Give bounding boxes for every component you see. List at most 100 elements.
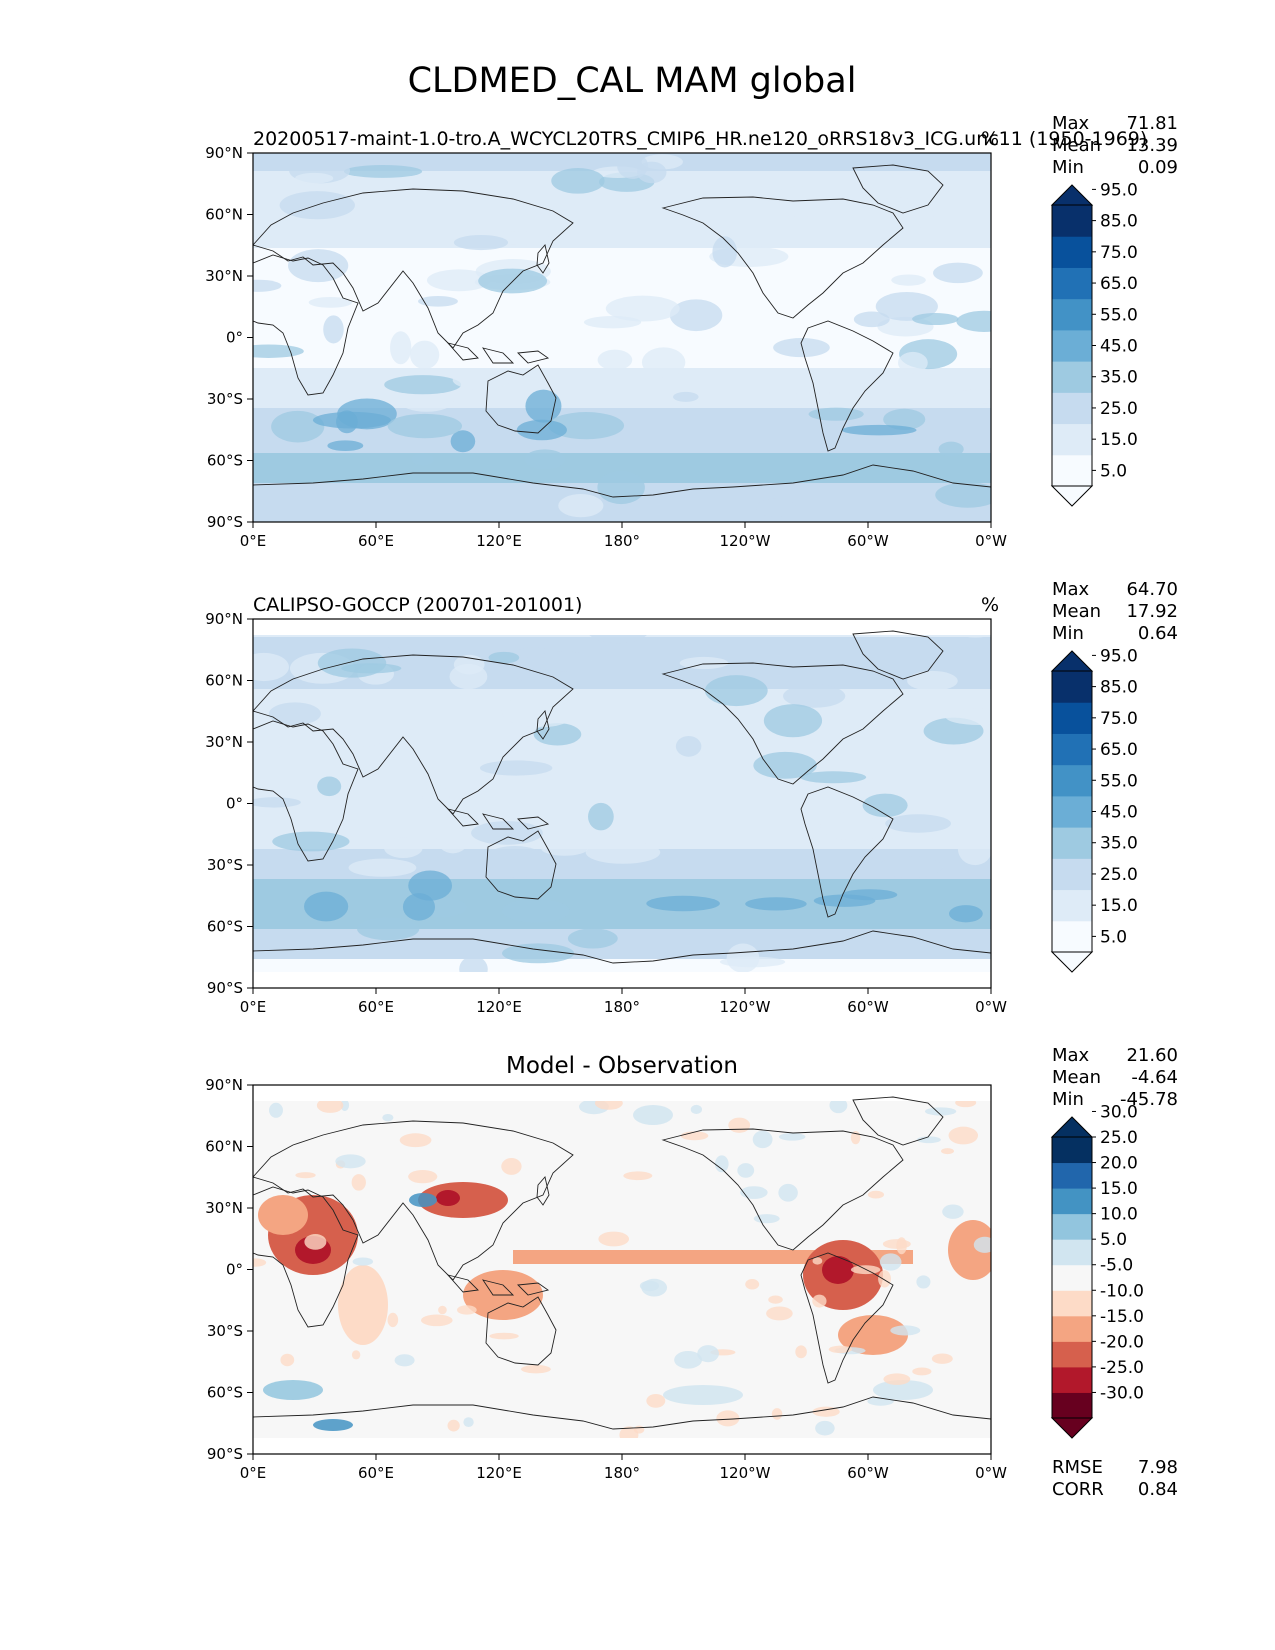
field-patch [357,917,420,941]
colorbar-segment [1052,1341,1092,1368]
colorbar-segment [1052,671,1092,703]
field-patch [812,1406,840,1417]
colorbar-label: 5.0 [1100,1230,1127,1250]
stat-label: Max [1052,579,1090,600]
lat-tick-label: 30°S [207,1322,243,1340]
field-patch [862,197,934,232]
field-patch [812,1257,823,1265]
field-patch [841,424,917,436]
field-patch [948,1220,991,1280]
stat-value: 0.09 [1138,157,1178,178]
field-patch [382,1113,394,1122]
field-patch [953,389,991,404]
field-patch [452,370,511,390]
field-patch [253,652,289,682]
colorbar-label: -5.0 [1100,1256,1133,1276]
field-patch [463,1417,474,1428]
field-band [253,248,991,273]
field-patch [387,413,463,439]
field-patch [316,1097,344,1113]
field-patch [883,1373,911,1385]
colorbar-segment [1052,205,1092,237]
field-patch [633,1425,645,1434]
field-patch [885,814,952,833]
field-patch [268,702,321,726]
colorbar-label: 45.0 [1100,803,1138,823]
colorbar-label: 25.0 [1100,399,1138,419]
colorbar-segment [1052,1315,1092,1342]
lon-tick-label: 0°E [240,998,267,1016]
field-patch [489,1332,519,1340]
lon-tick-label: 180° [604,998,640,1016]
colorbar-label: 5.0 [1100,927,1127,947]
field-patch [672,391,699,402]
lat-tick-label: 0° [226,795,243,813]
field-patch [878,1270,891,1288]
lat-tick-label: 0° [226,1261,243,1279]
stat-label: Min [1052,1089,1084,1110]
field-patch [690,1104,703,1115]
field-patch [410,340,440,370]
panel-center-title: Model - Observation [506,1053,738,1079]
stat-value: 13.39 [1126,135,1178,156]
field-patch [873,1380,933,1400]
colorbar-segment [1052,1264,1092,1291]
field-patch [583,316,642,329]
field-patch [551,168,605,194]
field-patch [680,1131,709,1141]
field-patch [674,1351,703,1369]
colorbar-segment [1052,733,1092,766]
colorbar-segment [1052,920,1092,953]
colorbar-segment [1052,392,1092,425]
field-patch [883,408,926,430]
field-patch [812,1294,827,1308]
field-patch [882,1239,911,1249]
field-patch [813,894,876,907]
colorbar-label: -25.0 [1100,1358,1144,1378]
field-patch [783,684,846,708]
field-patch [753,751,817,779]
field-patch [438,1305,447,1315]
colorbar-segment [1052,1188,1092,1215]
stat-value: 64.70 [1126,579,1178,600]
field-patch [352,1257,374,1266]
field-patch [502,943,575,964]
field-patch [541,841,588,856]
colorbar-segment [1052,889,1092,922]
colorbar-label: 95.0 [1100,180,1138,200]
field-patch [838,1315,908,1355]
lon-tick-label: 0°E [240,532,267,550]
colorbar-label: -10.0 [1100,1281,1144,1301]
field-patch [351,1174,366,1191]
missing-data [253,1438,991,1454]
colorbar-obs: 5.0 15.0 25.0 35.0 45.0 55.0 65.0 75.0 85.0 95.0 [1050,646,1138,973]
field-patch [384,375,462,395]
lon-tick-label: 60°E [358,1464,394,1482]
field-patch [501,1158,522,1175]
field-patch [623,1171,653,1181]
colorbar-label: 15.0 [1100,430,1138,450]
lon-tick-label: 0°E [240,1464,267,1482]
lat-tick-label: 90°S [207,513,243,531]
colorbar-segment [1052,1290,1092,1317]
field-patch [258,1195,308,1235]
field-patch [675,735,702,757]
field-patch [973,1236,991,1253]
colorbar-label: 30.0 [1100,1102,1138,1122]
field-patch [768,186,835,217]
field-patch [288,249,349,283]
field-patch [745,897,807,911]
stat-value: 0.64 [1138,623,1178,644]
metric-value: 0.84 [1138,1479,1178,1500]
stat-label: Min [1052,157,1084,178]
field-patch [253,718,290,753]
lon-tick-label: 0°W [975,1464,1007,1482]
field-patch [387,1312,399,1328]
field-patch [714,1155,729,1173]
field-patch [312,411,391,429]
lon-tick-label: 0°W [975,998,1007,1016]
field-patch [938,441,964,457]
lat-tick-label: 30°S [207,390,243,408]
colorbar-label: -30.0 [1100,1383,1144,1403]
field-patch [341,663,402,674]
